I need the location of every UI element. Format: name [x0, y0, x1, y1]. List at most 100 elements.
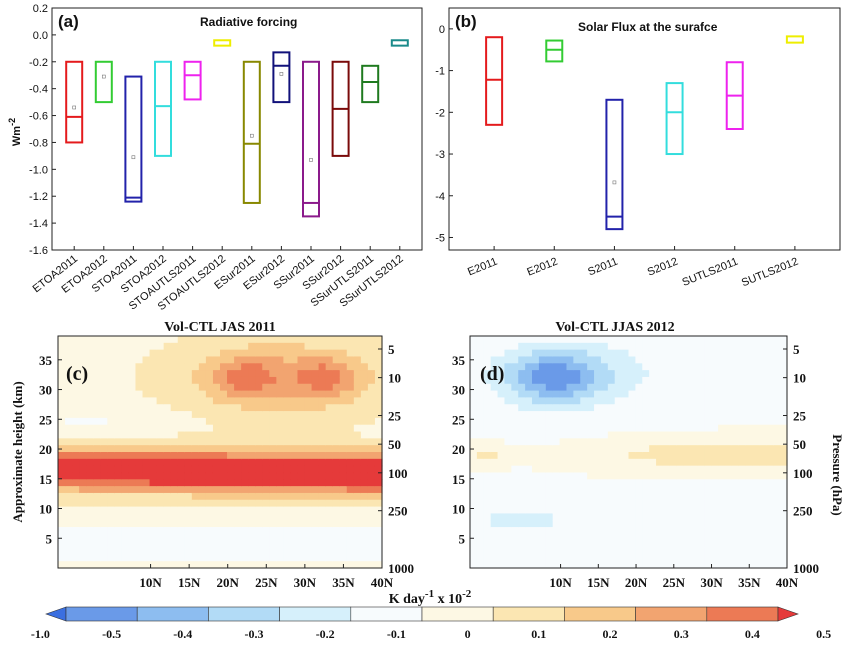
field-cell: [580, 349, 588, 358]
field-cell: [566, 370, 574, 378]
field-cell: [100, 411, 108, 419]
field-cell: [476, 458, 485, 467]
field-cell: [545, 540, 554, 549]
field-cell: [86, 533, 94, 542]
field-cell: [367, 533, 376, 542]
field-cell: [614, 376, 623, 385]
field-cell: [220, 349, 228, 358]
field-cell: [156, 527, 165, 535]
field-cell: [170, 397, 179, 405]
field-cell: [773, 431, 781, 439]
field-cell: [573, 520, 581, 528]
field-cell: [718, 417, 726, 426]
field-cell: [704, 370, 712, 378]
data-box-S2012: [665, 82, 684, 156]
field-cell: [212, 547, 221, 555]
field-cell: [276, 342, 284, 351]
x-tick-label: E2012: [525, 256, 559, 279]
field-cell: [504, 452, 512, 460]
pressure-tick-label: 100: [793, 466, 813, 481]
field-cell: [234, 376, 242, 385]
field-cell: [325, 540, 334, 549]
field-cell: [676, 390, 685, 399]
field-cell: [255, 370, 263, 378]
field-cell: [766, 356, 774, 364]
field-cell: [304, 376, 313, 385]
field-cell: [72, 479, 80, 487]
field-cell: [311, 431, 320, 439]
field-cell: [184, 336, 193, 344]
field-cell: [107, 520, 115, 528]
field-cell: [198, 513, 207, 521]
field-cell: [297, 431, 306, 439]
field-cell: [600, 376, 609, 385]
field-cell: [72, 411, 80, 419]
field-cell: [262, 445, 270, 453]
field-cell: [676, 458, 685, 467]
field-cell: [731, 520, 740, 528]
field-cell: [490, 438, 499, 446]
field-cell: [724, 397, 733, 405]
field-cell: [304, 513, 313, 521]
field-cell: [780, 472, 788, 480]
field-cell: [191, 492, 200, 501]
field-cell: [205, 336, 214, 344]
field-cell: [573, 376, 581, 385]
field-cell: [367, 336, 376, 344]
field-cell: [594, 527, 602, 535]
field-cell: [304, 452, 313, 460]
pressure-tick-label: 5: [388, 342, 395, 357]
field-cell: [311, 479, 320, 487]
field-cell: [587, 492, 595, 501]
field-cell: [532, 411, 540, 419]
field-cell: [93, 561, 101, 569]
field-cell: [241, 336, 249, 344]
field-cell: [731, 431, 740, 439]
field-cell: [93, 438, 101, 446]
lat-tick-label: 30N: [294, 575, 317, 590]
field-cell: [374, 445, 383, 453]
data-box-ETOA2011: [65, 60, 84, 144]
field-cell: [170, 520, 179, 528]
field-cell: [649, 465, 657, 474]
field-cell: [552, 465, 561, 474]
field-cell: [325, 445, 334, 453]
field-cell: [128, 404, 137, 412]
field-cell: [662, 520, 671, 528]
field-cell: [642, 424, 650, 433]
field-cell: [283, 363, 292, 371]
field-cell: [353, 479, 362, 487]
field-cell: [738, 424, 747, 433]
field-cell: [276, 424, 284, 433]
data-box-E2012: [545, 39, 564, 63]
field-cell: [483, 499, 492, 508]
field-cell: [234, 356, 242, 364]
field-cell: [600, 363, 609, 371]
field-cell: [79, 561, 87, 569]
colorbar-cell: [136, 606, 209, 622]
field-cell: [170, 363, 179, 371]
field-cell: [283, 513, 292, 521]
field-cell: [170, 479, 179, 487]
field-cell: [704, 540, 712, 549]
field-cell: [594, 390, 602, 399]
field-cell: [128, 445, 137, 453]
field-cell: [504, 417, 512, 426]
field-cell: [580, 492, 588, 501]
field-cell: [177, 554, 186, 562]
field-cell: [662, 472, 671, 480]
colorbar-cell: [564, 606, 636, 622]
field-cell: [290, 336, 299, 344]
field-cell: [752, 383, 761, 392]
field-cell: [669, 390, 678, 399]
field-cell: [121, 424, 130, 433]
field-cell: [100, 520, 108, 528]
field-cell: [649, 411, 657, 419]
field-cell: [86, 513, 94, 521]
field-cell: [621, 472, 630, 480]
field-cell: [149, 438, 158, 446]
field-cell: [79, 527, 87, 535]
field-cell: [374, 336, 383, 344]
field-cell: [697, 370, 705, 378]
field-cell: [738, 363, 747, 371]
